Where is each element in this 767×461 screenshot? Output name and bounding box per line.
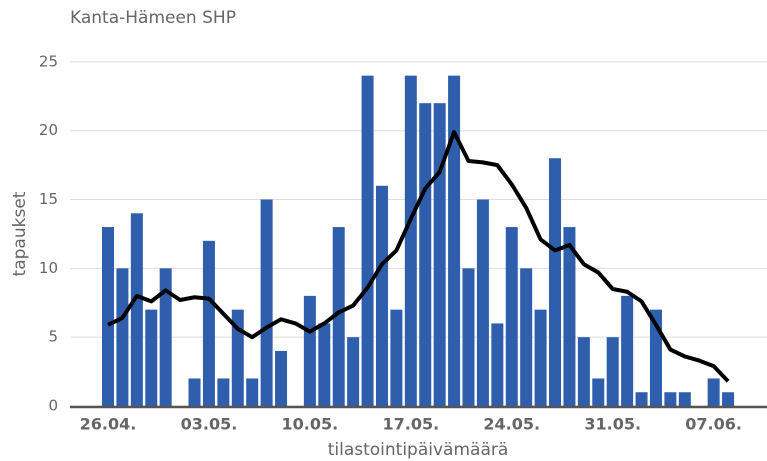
bar <box>563 227 576 406</box>
y-tick-label: 10 <box>39 259 58 277</box>
y-tick-label: 5 <box>48 328 58 346</box>
bar <box>246 378 259 406</box>
bar <box>390 309 403 406</box>
bar <box>332 227 345 406</box>
x-tick-label: 17.05. <box>382 415 439 434</box>
bar <box>419 103 432 407</box>
bar <box>375 185 388 406</box>
bar <box>275 350 288 406</box>
y-tick-label: 20 <box>39 121 58 139</box>
bar <box>606 337 619 406</box>
bar <box>217 378 230 406</box>
chart-title: Kanta-Hämeen SHP <box>70 8 236 28</box>
bar <box>491 323 504 406</box>
bar <box>448 75 461 406</box>
bar <box>635 392 648 406</box>
y-tick-label: 15 <box>39 190 58 208</box>
bar <box>505 227 518 406</box>
x-tick-label: 10.05. <box>282 415 339 434</box>
bar <box>159 268 172 406</box>
x-tick-label: 26.04. <box>80 415 137 434</box>
bar <box>577 337 590 406</box>
y-tick-label: 25 <box>39 52 58 70</box>
bar <box>520 268 533 406</box>
bar <box>664 392 677 406</box>
bar <box>202 240 215 406</box>
bar <box>621 295 634 406</box>
y-axis-label: tapaukset <box>10 191 30 276</box>
bar <box>130 213 143 406</box>
bar <box>260 199 273 406</box>
bar <box>303 295 316 406</box>
x-tick-label: 31.05. <box>584 415 641 434</box>
bar <box>722 392 735 406</box>
bar <box>145 309 158 406</box>
bar <box>476 199 489 406</box>
bar <box>549 158 562 406</box>
bar <box>433 103 446 407</box>
y-tick-label: 0 <box>48 397 58 415</box>
bar <box>404 75 417 406</box>
bar <box>361 75 374 406</box>
bar <box>462 268 475 406</box>
x-tick-label: 07.06. <box>685 415 742 434</box>
bar <box>102 227 114 406</box>
bar <box>347 337 360 406</box>
x-tick-label: 03.05. <box>181 415 238 434</box>
bar <box>318 323 331 406</box>
moving-average-line <box>107 130 730 383</box>
x-tick-label: 24.05. <box>483 415 540 434</box>
bar <box>188 378 201 406</box>
bar <box>534 309 547 406</box>
bar <box>116 268 129 406</box>
bar <box>707 378 720 406</box>
bar <box>231 309 244 406</box>
bar <box>592 378 605 406</box>
x-axis-label: tilastointipäivämäärä <box>328 440 509 460</box>
bar <box>678 392 691 406</box>
